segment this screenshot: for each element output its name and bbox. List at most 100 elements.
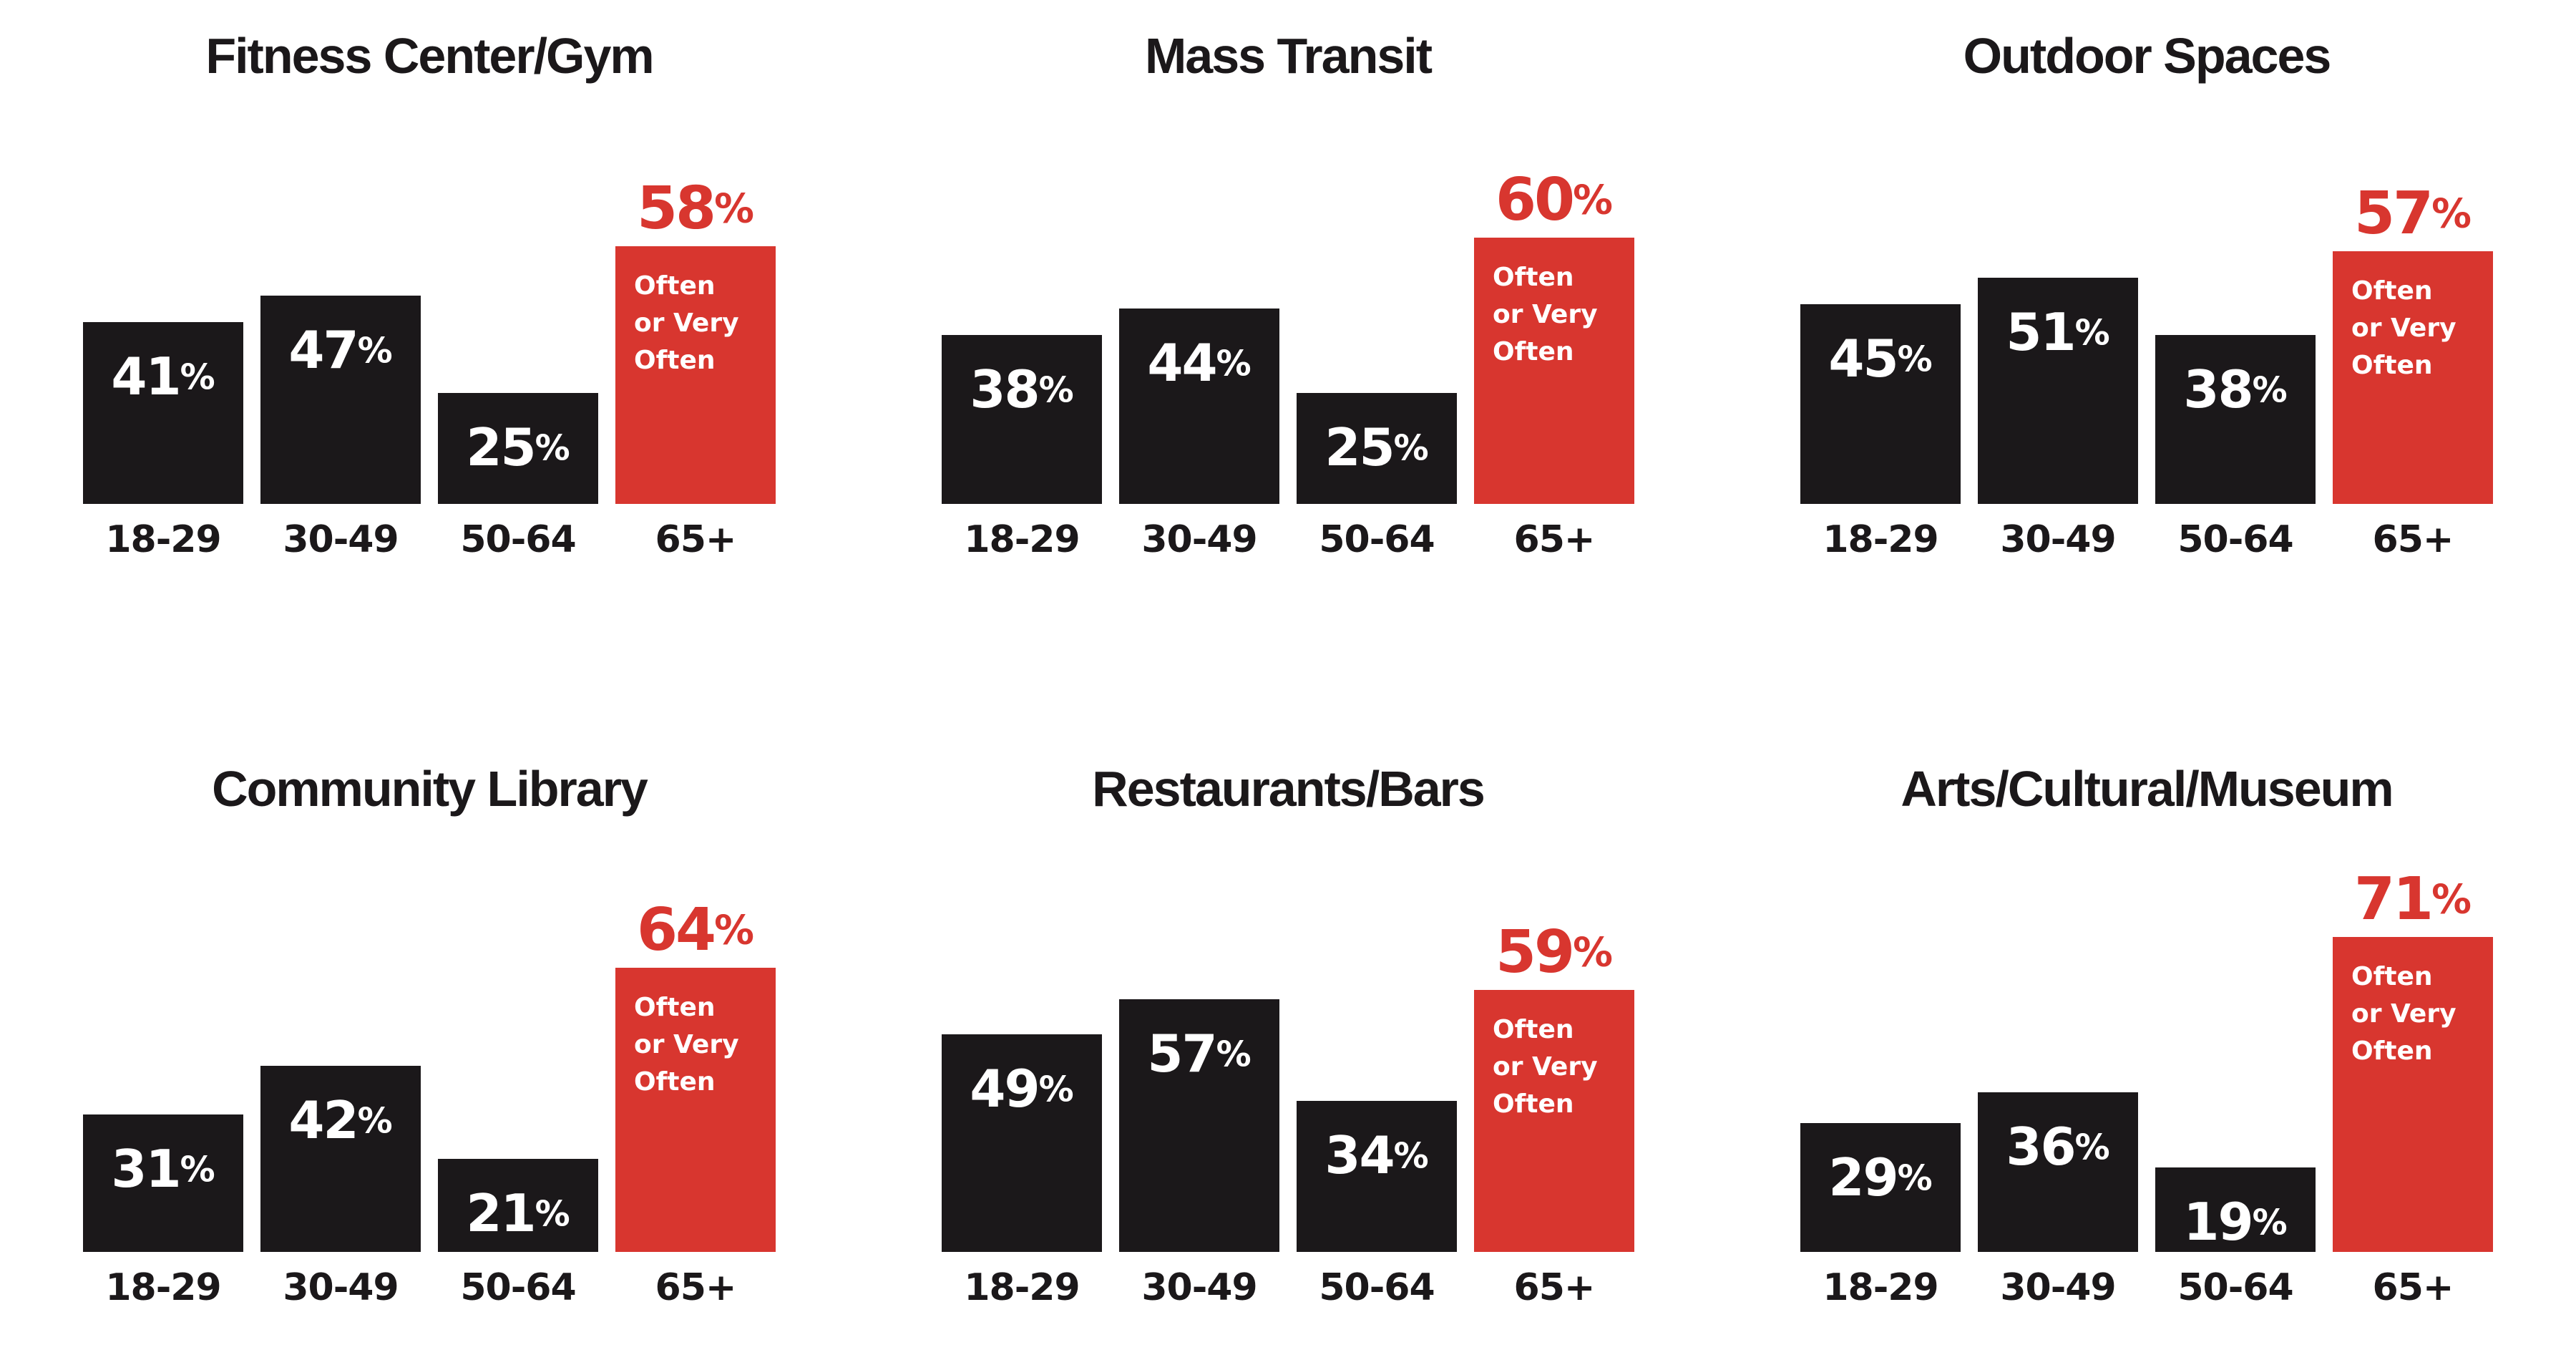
bar: 36% xyxy=(1978,1092,2138,1252)
bar-plot: 41% 47% 25% 58% Often or Very Often xyxy=(83,103,776,504)
highlight-value-label: 58% xyxy=(637,175,754,243)
x-axis-label: 18-29 xyxy=(964,1266,1080,1309)
annotation-line: Often xyxy=(634,271,716,301)
x-axis-label: 18-29 xyxy=(1823,1266,1938,1309)
bar: 49% xyxy=(942,1034,1102,1252)
x-axis-label: 65+ xyxy=(1513,518,1596,561)
chart-title: Fitness Center/Gym xyxy=(205,28,654,84)
highlight-bar-column: 71% Often or Very Often xyxy=(2333,851,2493,1252)
highlight-bar: Often or Very Often xyxy=(2333,251,2493,504)
percent-sign: % xyxy=(357,330,393,371)
percent-sign: % xyxy=(180,1149,215,1190)
bar: 31% xyxy=(83,1114,243,1252)
highlight-bar: Often or Very Often xyxy=(615,246,776,504)
x-axis-label: 30-49 xyxy=(2000,1266,2116,1309)
x-axis: 18-29 30-49 50-64 65+ xyxy=(83,1265,776,1311)
bar: 29% xyxy=(1800,1123,1961,1252)
annotation-line: or Very xyxy=(2351,314,2457,343)
percent-sign: % xyxy=(2431,191,2472,238)
bar: 25% xyxy=(438,393,598,504)
annotation-line: Often xyxy=(2351,276,2433,306)
bar: 41% xyxy=(83,322,243,504)
annotation-line: Often xyxy=(2351,1036,2433,1066)
bar-column: 21% xyxy=(438,851,598,1252)
bar-column: 34% xyxy=(1297,851,1457,1252)
bar-value-label: 31% xyxy=(111,1139,215,1199)
bar-value-label: 44% xyxy=(1147,333,1252,393)
bar-plot: 49% 57% 34% 59% Often or Very Often xyxy=(942,851,1634,1252)
chart-title: Mass Transit xyxy=(1144,28,1433,84)
x-axis-label: 65+ xyxy=(2372,518,2454,561)
bar-value-label: 21% xyxy=(466,1183,570,1243)
percent-sign: % xyxy=(1393,1135,1429,1177)
bar-value-label: 36% xyxy=(2006,1117,2110,1177)
chart-mass-transit: Mass Transit 38% 44% 25% 60% Often or Very Oft… xyxy=(859,0,1717,623)
highlight-bar-column: 60% Often or Very Often xyxy=(1474,103,1634,504)
chart-restaurants-bars: Restaurants/Bars 49% 57% 34% 59% Often or Ver… xyxy=(859,623,1717,1360)
percent-sign: % xyxy=(1216,343,1252,384)
percent-sign: % xyxy=(1573,178,1613,224)
x-axis-label: 65+ xyxy=(655,518,737,561)
highlight-value-label: 71% xyxy=(2354,865,2472,934)
bar: 47% xyxy=(260,296,421,504)
bar-plot: 29% 36% 19% 71% Often or Very Often xyxy=(1800,851,2493,1252)
x-axis: 18-29 30-49 50-64 65+ xyxy=(1800,517,2493,563)
bar-column: 31% xyxy=(83,851,243,1252)
chart-title: Restaurants/Bars xyxy=(1092,761,1485,817)
annotation-line: or Very xyxy=(1493,300,1598,329)
highlight-bar-column: 58% Often or Very Often xyxy=(615,103,776,504)
highlight-annotation: Often or Very Often xyxy=(1474,990,1634,1123)
bar-column: 25% xyxy=(1297,103,1457,504)
bar-value-label: 57% xyxy=(1147,1024,1252,1084)
bar-column: 42% xyxy=(260,851,421,1252)
bar-value-label: 49% xyxy=(970,1059,1074,1119)
annotation-line: or Very xyxy=(634,309,739,338)
bar: 44% xyxy=(1119,309,1279,504)
x-axis-label: 65+ xyxy=(1513,1266,1596,1309)
x-axis-label: 50-64 xyxy=(460,518,576,561)
chart-title: Arts/Cultural/Museum xyxy=(1901,761,2394,817)
bar-value-label: 47% xyxy=(288,320,393,380)
x-axis: 18-29 30-49 50-64 65+ xyxy=(942,1265,1634,1311)
highlight-annotation: Often or Very Often xyxy=(615,968,776,1101)
bar-column: 38% xyxy=(942,103,1102,504)
x-axis-label: 50-64 xyxy=(2177,518,2293,561)
bar-value-label: 51% xyxy=(2006,302,2110,362)
percent-sign: % xyxy=(1897,339,1933,380)
x-axis-label: 30-49 xyxy=(2000,518,2116,561)
bar-value-label: 25% xyxy=(466,417,570,477)
chart-title: Outdoor Spaces xyxy=(1963,28,2332,84)
percent-sign: % xyxy=(2074,312,2110,354)
highlight-annotation: Often or Very Often xyxy=(1474,238,1634,371)
x-axis-label: 30-49 xyxy=(283,1266,399,1309)
highlight-value-label: 64% xyxy=(637,896,754,965)
x-axis-label: 18-29 xyxy=(1823,518,1938,561)
x-axis-label: 18-29 xyxy=(105,518,221,561)
chart-arts-cultural-museum: Arts/Cultural/Museum 29% 36% 19% 71% Often or… xyxy=(1717,623,2576,1360)
annotation-line: Often xyxy=(1493,1089,1574,1119)
bar-plot: 38% 44% 25% 60% Often or Very Often xyxy=(942,103,1634,504)
x-axis-label: 65+ xyxy=(2372,1266,2454,1309)
percent-sign: % xyxy=(2431,877,2472,923)
bar-value-label: 45% xyxy=(1828,329,1933,389)
x-axis-label: 50-64 xyxy=(2177,1266,2293,1309)
annotation-line: Often xyxy=(1493,1015,1574,1044)
bar-column: 36% xyxy=(1978,851,2138,1252)
bar: 45% xyxy=(1800,304,1961,504)
x-axis: 18-29 30-49 50-64 65+ xyxy=(1800,1265,2493,1311)
bar-plot: 45% 51% 38% 57% Often or Very Often xyxy=(1800,103,2493,504)
bar: 38% xyxy=(2155,335,2316,504)
percent-sign: % xyxy=(1216,1034,1252,1075)
x-axis-label: 30-49 xyxy=(1141,1266,1257,1309)
bar-column: 49% xyxy=(942,851,1102,1252)
chart-community-library: Community Library 31% 42% 21% 64% Often or Ve… xyxy=(0,623,859,1360)
bar: 21% xyxy=(438,1159,598,1252)
percent-sign: % xyxy=(1038,1069,1074,1110)
highlight-value-label: 59% xyxy=(1496,918,1613,987)
annotation-line: or Very xyxy=(2351,999,2457,1029)
percent-sign: % xyxy=(714,908,754,954)
x-axis-label: 65+ xyxy=(655,1266,737,1309)
highlight-bar-column: 57% Often or Very Often xyxy=(2333,103,2493,504)
annotation-line: Often xyxy=(2351,962,2433,991)
